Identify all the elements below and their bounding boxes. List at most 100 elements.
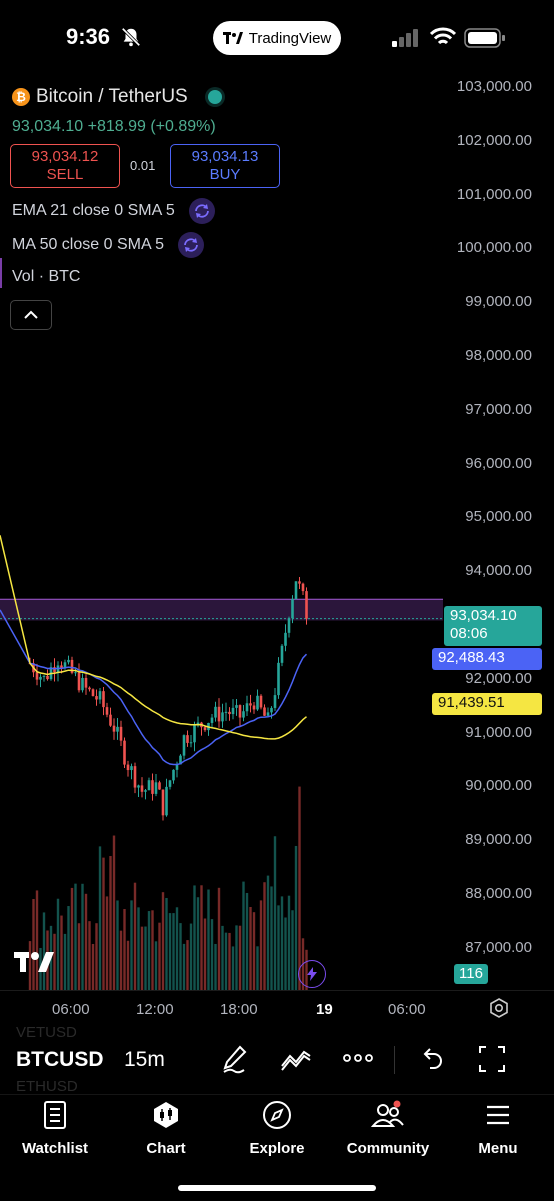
undo-icon[interactable]	[418, 1044, 444, 1074]
volume-bar	[259, 900, 263, 990]
tab-community[interactable]: Community	[333, 1100, 443, 1157]
refresh-icon[interactable]	[188, 198, 215, 224]
volume-indicator-marker	[0, 258, 2, 288]
price-axis-tick: 94,000.00	[465, 562, 532, 580]
community-icon	[371, 1100, 404, 1127]
flash-icon[interactable]	[298, 960, 326, 988]
volume-bar	[147, 911, 151, 990]
candle-body	[249, 703, 252, 706]
price-axis-tick: 100,000.00	[456, 239, 532, 257]
volume-bar	[217, 887, 221, 990]
price-chart[interactable]	[0, 60, 554, 990]
sell-button[interactable]: 93,034.12 SELL	[10, 144, 120, 188]
candle-body	[256, 695, 259, 710]
volume-bar	[74, 883, 77, 990]
candle-body	[84, 677, 88, 688]
bar-countdown: 08:06	[450, 625, 488, 642]
time-tick-day: 19	[316, 1001, 333, 1018]
volume-bar	[203, 918, 207, 990]
candle-body	[224, 711, 228, 713]
spread-value: 0.01	[130, 158, 156, 173]
volume-bar	[119, 930, 123, 990]
candle-body	[182, 735, 186, 756]
volume-bar	[70, 887, 74, 990]
candle-body	[147, 780, 151, 791]
candle-body	[35, 672, 39, 680]
tab-label: Watchlist	[21, 1140, 89, 1157]
candle-body	[161, 789, 165, 816]
candle-body	[287, 618, 291, 633]
volume-bar	[294, 845, 298, 990]
candle-body	[284, 632, 287, 646]
indicators-icon[interactable]	[280, 1044, 312, 1074]
indicator-ma-label: MA 50 close 0 SMA 5	[12, 236, 165, 253]
volume-bar	[161, 892, 165, 990]
price-axis-tick: 89,000.00	[465, 831, 532, 849]
more-options-icon[interactable]	[342, 1050, 374, 1066]
candle-body	[39, 676, 42, 680]
candle-body	[242, 711, 245, 718]
tab-explore[interactable]: Explore	[222, 1100, 332, 1157]
candle-body	[186, 735, 189, 743]
watchlist-ghost-symbol: ETHUSD	[16, 1078, 78, 1095]
tab-label: Chart	[146, 1140, 186, 1157]
price-axis-tick: 90,000.00	[465, 777, 532, 795]
candle-body	[91, 689, 95, 697]
candle-body	[137, 785, 140, 788]
candle-body	[151, 780, 154, 794]
candle-body	[133, 766, 137, 788]
price-axis-tick: 88,000.00	[465, 885, 532, 902]
drawing-pen-icon[interactable]	[220, 1044, 250, 1074]
tab-watchlist[interactable]: Watchlist	[0, 1100, 110, 1157]
tab-menu[interactable]: Menu	[443, 1100, 553, 1157]
candle-body	[217, 706, 221, 722]
buy-button[interactable]: 93,034.13 BUY	[170, 144, 280, 188]
time-tick: 06:00	[388, 1001, 426, 1018]
volume-bar	[102, 857, 105, 990]
candle-body	[105, 707, 109, 715]
candle-body	[252, 705, 256, 710]
ma-line	[0, 535, 307, 740]
last-price-tag: 93,034.10 08:06	[444, 606, 542, 646]
volume-bar	[158, 922, 161, 990]
volume-bar	[42, 912, 46, 990]
candle-body	[165, 786, 168, 816]
collapse-indicators-button[interactable]	[10, 300, 52, 330]
tab-chart[interactable]: Chart	[111, 1100, 221, 1157]
bell-slash-icon	[121, 27, 141, 47]
time-tick: 18:00	[220, 1001, 258, 1018]
volume-bar	[123, 909, 126, 990]
symbol-title: Bitcoin / TetherUS	[36, 86, 188, 107]
price-axis-tick: 97,000.00	[465, 400, 532, 418]
volume-bar	[235, 925, 238, 990]
fullscreen-icon[interactable]	[478, 1044, 506, 1074]
symbol-header[interactable]: ₿ Bitcoin / TetherUS	[12, 86, 222, 108]
interval-selector[interactable]: 15m	[124, 1048, 165, 1071]
symbol-selector[interactable]: BTCUSD	[16, 1048, 104, 1071]
indicator-volume[interactable]: Vol · BTC	[12, 268, 80, 286]
volume-bar	[144, 926, 147, 990]
volume-bar	[88, 921, 91, 990]
indicator-ema[interactable]: EMA 21 close 0 SMA 5	[12, 198, 215, 224]
volume-bar	[53, 933, 56, 990]
chart-settings-icon[interactable]	[488, 997, 510, 1019]
volume-bar	[172, 913, 175, 990]
tradingview-pill-label: TradingView	[248, 29, 332, 47]
candle-body	[203, 727, 207, 731]
tradingview-pill[interactable]: TradingView	[213, 21, 341, 55]
cellular-signal-icon	[392, 29, 418, 47]
compass-icon	[263, 1101, 291, 1129]
indicator-ma[interactable]: MA 50 close 0 SMA 5	[12, 232, 205, 258]
price-axis-tick: 101,000.00	[456, 185, 532, 203]
watchlist-icon	[44, 1101, 66, 1129]
bitcoin-coin-icon: ₿	[12, 88, 30, 106]
refresh-icon[interactable]	[178, 232, 205, 258]
candle-body	[42, 675, 46, 677]
price-axis-tick: 99,000.00	[465, 293, 532, 311]
ema-value-tag: 92,488.43	[432, 648, 542, 670]
volume-bar	[151, 910, 154, 990]
tab-label: Community	[346, 1140, 430, 1157]
candle-body	[88, 687, 91, 690]
candle-body	[196, 722, 200, 725]
candle-body	[63, 662, 67, 669]
